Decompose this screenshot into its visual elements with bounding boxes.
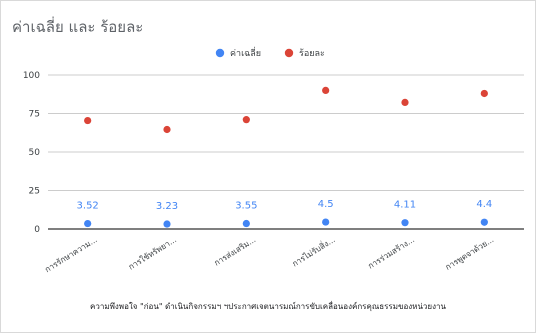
data-label: 4.11 <box>394 200 416 211</box>
percent-point-1 <box>163 125 171 134</box>
percent-point-3 <box>322 86 330 94</box>
chart-legend: ค่าเฉลี่ย ร้อยละ <box>215 46 325 59</box>
x-axis-categories: การรักษาความ... การใช้ทรัพยา... การส่งเสริ… <box>43 233 496 274</box>
legend-label: ร้อยละ <box>299 48 325 59</box>
y-tick-label: 25 <box>29 187 40 197</box>
chart-title: ค่าเฉลี่ย และ ร้อยละ <box>12 18 144 36</box>
y-tick-label: 100 <box>23 71 40 81</box>
y-tick-label: 0 <box>34 225 40 235</box>
percent-point-5 <box>480 89 488 98</box>
data-label: 3.52 <box>77 201 99 212</box>
average-point-0 <box>84 219 92 228</box>
data-labels: 3.52 3.23 3.55 4.5 4.11 4.4 <box>77 199 493 212</box>
legend-label: ค่าเฉลี่ย <box>230 46 261 59</box>
x-category-label: การรักษาความ... <box>43 235 98 274</box>
data-label: 4.5 <box>318 199 334 210</box>
x-category-label: การใช้ทรัพยา... <box>127 235 178 272</box>
average-point-5 <box>480 218 488 226</box>
average-point-2 <box>242 219 250 228</box>
legend-marker-0 <box>215 48 225 58</box>
y-axis-ticks: 0 25 50 75 100 <box>23 71 40 235</box>
x-category-label: การไม่รับสิ่ง... <box>290 233 337 268</box>
data-label: 4.4 <box>476 199 492 210</box>
y-tick-label: 50 <box>29 148 41 158</box>
y-tick-label: 75 <box>29 110 40 120</box>
x-category-label: การส่งเสริม... <box>213 235 258 268</box>
data-label: 3.55 <box>235 201 257 212</box>
chart-points <box>84 86 488 228</box>
data-label: 3.23 <box>156 201 178 212</box>
x-axis-label: ความพึงพอใจ "ก่อน" ดำเนินกิจกรรมฯ ฯประกา… <box>90 300 446 311</box>
chart-grid <box>48 74 524 230</box>
percent-point-0 <box>84 116 92 125</box>
x-category-label: การพูดจาด้วย... <box>444 235 496 273</box>
percent-point-2 <box>242 116 250 124</box>
legend-marker-1 <box>284 48 294 58</box>
x-category-label: การร่วมสร้าง... <box>366 235 416 271</box>
percent-point-4 <box>401 98 409 107</box>
average-point-1 <box>163 220 171 228</box>
average-point-3 <box>322 218 330 226</box>
average-point-4 <box>401 219 409 227</box>
